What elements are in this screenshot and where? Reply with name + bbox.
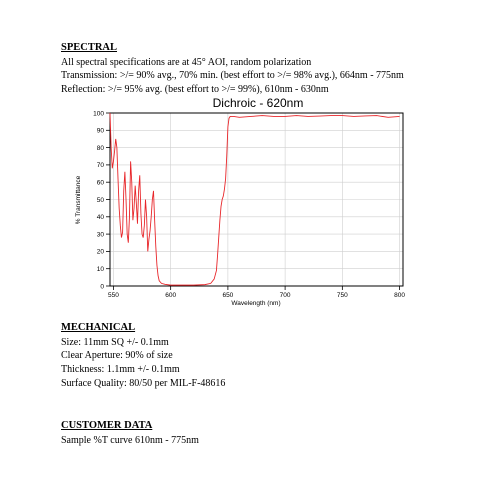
spectral-heading: SPECTRAL bbox=[61, 42, 118, 53]
transmittance-chart: Dichroic - 620nm 0102030405060708090100 … bbox=[75, 96, 405, 307]
y-tick-label: 50 bbox=[97, 197, 105, 204]
customer-heading: CUSTOMER DATA bbox=[61, 420, 153, 431]
x-tick-label: 550 bbox=[108, 292, 119, 299]
x-tick-label: 750 bbox=[337, 292, 348, 299]
y-tick-label: 100 bbox=[93, 110, 104, 117]
chart-y-axis-label: % Transmittance bbox=[75, 175, 82, 224]
mechanical-aperture-line: Clear Aperture: 90% of size bbox=[61, 350, 173, 361]
y-tick-label: 10 bbox=[97, 266, 105, 273]
mechanical-size-line: Size: 11mm SQ +/- 0.1mm bbox=[61, 337, 169, 348]
y-tick-label: 0 bbox=[100, 283, 104, 290]
chart-grid bbox=[110, 112, 403, 287]
x-tick-label: 600 bbox=[165, 292, 176, 299]
y-tick-label: 60 bbox=[97, 180, 105, 187]
chart-title: Dichroic - 620nm bbox=[213, 96, 304, 110]
y-tick-label: 30 bbox=[97, 231, 105, 238]
y-tick-label: 90 bbox=[97, 128, 105, 135]
x-tick-label: 650 bbox=[222, 292, 233, 299]
chart-x-axis-label: Wavelength (nm) bbox=[231, 300, 280, 307]
y-axis-ticks: 0 10 20 30 40 50 60 70 80 90 100 bbox=[93, 110, 110, 290]
x-tick-label: 800 bbox=[394, 292, 405, 299]
y-tick-label: 80 bbox=[97, 145, 105, 152]
y-tick-label: 70 bbox=[97, 162, 105, 169]
mechanical-surface-line: Surface Quality: 80/50 per MIL-F-48616 bbox=[61, 378, 226, 389]
y-tick-label: 20 bbox=[97, 249, 105, 256]
spectral-reflection-line: Reflection: >/= 95% avg. (best effort to… bbox=[61, 84, 329, 95]
transmittance-curve bbox=[109, 112, 400, 286]
y-tick-label: 40 bbox=[97, 214, 105, 221]
mechanical-heading: MECHANICAL bbox=[61, 322, 136, 333]
spectral-aoi-line: All spectral specifications are at 45° A… bbox=[61, 57, 312, 68]
mechanical-thickness-line: Thickness: 1.1mm +/- 0.1mm bbox=[61, 364, 180, 375]
x-axis-ticks: 550 600 650 700 750 800 bbox=[108, 286, 405, 299]
x-tick-label: 700 bbox=[280, 292, 291, 299]
customer-sample-line: Sample %T curve 610nm - 775nm bbox=[61, 435, 199, 446]
spectral-transmission-line: Transmission: >/= 90% avg., 70% min. (be… bbox=[61, 70, 404, 81]
